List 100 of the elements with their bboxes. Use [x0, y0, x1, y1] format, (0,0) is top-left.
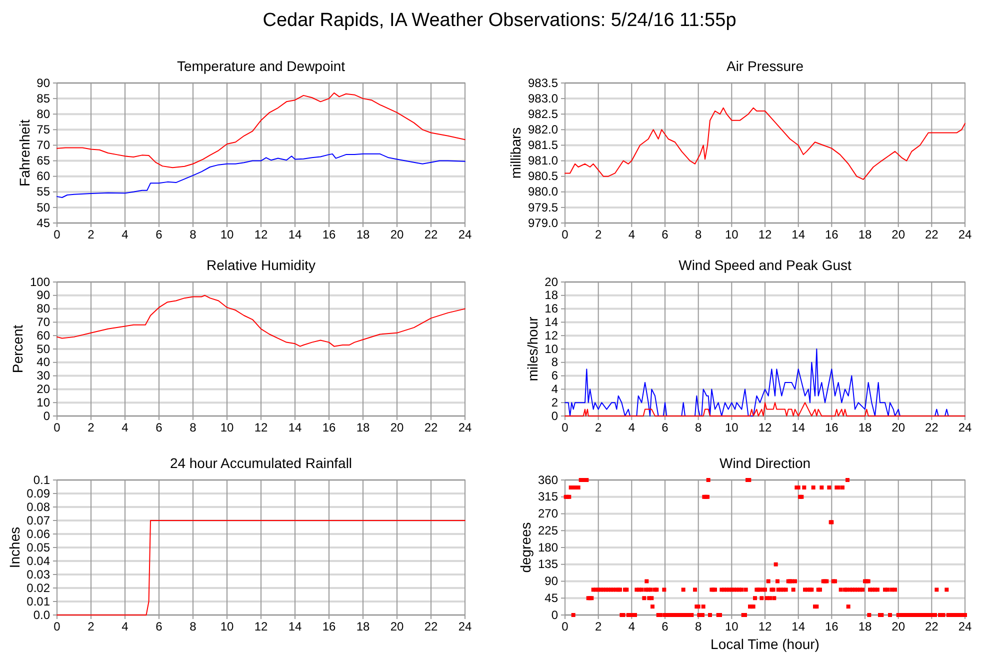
- y-tick-label: 90: [36, 288, 50, 302]
- y-axis-title: miles/hour: [524, 316, 540, 382]
- x-tick-label: 8: [694, 228, 702, 242]
- x-tick-label: 14: [288, 228, 302, 242]
- x-tick-label: 2: [88, 228, 95, 242]
- y-tick-label: 4: [551, 382, 558, 396]
- x-tick-label: 24: [958, 620, 972, 634]
- y-tick-label: 979.0: [528, 216, 558, 230]
- y-tick-label: 30: [36, 368, 50, 383]
- x-tick-label: 0: [54, 228, 61, 242]
- y-tick-label: 982.5: [528, 106, 558, 121]
- x-tick-label: 24: [458, 620, 472, 634]
- y-tick-label: 45: [544, 590, 558, 605]
- y-tick-label: 70: [36, 315, 50, 330]
- x-tick-label: 0: [562, 420, 569, 435]
- x-tick-label: 6: [156, 620, 163, 634]
- x-tick-label: 14: [792, 228, 806, 242]
- y-tick-label: 270: [538, 506, 558, 521]
- x-tick-label: 18: [356, 228, 370, 242]
- y-axis-title: Inches: [6, 526, 22, 568]
- y-tick-label: 10: [544, 342, 558, 356]
- y-tick-label: 0.02: [26, 580, 50, 595]
- y-axis-title: degrees: [518, 522, 534, 573]
- x-tick-label: 14: [792, 420, 806, 435]
- y-tick-label: 135: [538, 557, 558, 572]
- x-tick-label: 20: [892, 228, 906, 242]
- x-tick-label: 0: [562, 228, 569, 242]
- chart-title: Temperature and Dewpoint: [176, 58, 346, 74]
- y-tick-label: 10: [36, 395, 50, 410]
- x-tick-label: 20: [390, 620, 404, 634]
- x-tick-label: 6: [662, 420, 669, 435]
- x-tick-label: 10: [220, 420, 234, 435]
- x-tick-label: 18: [356, 420, 370, 435]
- y-tick-label: 0: [551, 608, 558, 622]
- x-tick-label: 8: [190, 228, 197, 242]
- x-tick-label: 22: [924, 620, 939, 634]
- x-tick-label: 16: [322, 228, 336, 242]
- x-tick-label: 20: [892, 620, 906, 634]
- x-tick-label: 8: [190, 620, 197, 634]
- x-tick-label: 18: [356, 620, 370, 634]
- x-tick-label: 14: [288, 420, 302, 435]
- line-series: [56, 92, 466, 168]
- y-tick-label: 14: [544, 315, 558, 330]
- y-tick-label: 55: [36, 184, 50, 199]
- y-tick-label: 983.0: [528, 91, 558, 106]
- x-tick-label: 0: [54, 620, 61, 634]
- x-tick-label: 16: [824, 228, 839, 242]
- chart-title: Wind Speed and Peak Gust: [678, 257, 852, 273]
- x-tick-label: 22: [924, 420, 939, 435]
- x-tick-label: 24: [958, 420, 972, 435]
- x-tick-label: 6: [156, 420, 163, 435]
- line-series: [56, 153, 466, 198]
- y-tick-label: 981.0: [528, 154, 558, 168]
- x-tick-label: 4: [122, 620, 129, 634]
- x-tick-label: 18: [858, 620, 872, 634]
- x-tick-label: 10: [724, 420, 739, 435]
- x-tick-label: 8: [694, 420, 702, 435]
- y-axis-title: Percent: [10, 324, 26, 374]
- y-tick-label: 979.5: [528, 200, 558, 214]
- y-tick-label: 85: [36, 91, 50, 106]
- x-tick-label: 16: [322, 620, 336, 634]
- x-tick-label: 12: [254, 620, 268, 634]
- y-tick-label: 0.07: [26, 513, 50, 528]
- y-tick-label: 0.06: [26, 526, 50, 541]
- y-tick-label: 2: [551, 395, 558, 410]
- x-tick-label: 20: [390, 228, 404, 242]
- x-tick-label: 2: [594, 620, 602, 634]
- x-tick-label: 22: [424, 420, 438, 435]
- y-tick-label: 0.08: [26, 500, 50, 514]
- y-tick-label: 980.0: [528, 184, 558, 199]
- x-tick-label: 22: [424, 228, 438, 242]
- x-tick-label: 10: [220, 620, 234, 634]
- x-tick-label: 2: [594, 420, 602, 435]
- text: Cedar Rapids, IA Weather Observations: 5/24/16 11:55p: [262, 10, 736, 31]
- x-tick-label: 6: [662, 228, 669, 242]
- y-tick-label: 180: [538, 540, 558, 554]
- y-tick-label: 12: [544, 328, 558, 342]
- x-tick-label: 14: [792, 620, 806, 634]
- y-tick-label: 0.1: [33, 472, 50, 487]
- y-tick-label: 360: [538, 472, 558, 487]
- y-tick-label: 20: [36, 382, 50, 396]
- y-tick-label: 0.09: [26, 486, 50, 500]
- y-tick-label: 90: [544, 574, 558, 588]
- y-tick-label: 20: [544, 274, 558, 289]
- x-tick-label: 22: [424, 620, 438, 634]
- y-tick-label: 60: [36, 169, 50, 184]
- y-tick-label: 0.04: [26, 554, 50, 568]
- y-tick-label: 18: [544, 288, 558, 302]
- x-tick-label: 4: [122, 420, 129, 435]
- chart-title: Wind Direction: [719, 455, 811, 471]
- x-tick-label: 2: [88, 620, 95, 634]
- x-tick-label: 6: [156, 228, 163, 242]
- y-tick-label: 0.01: [26, 594, 50, 608]
- x-tick-label: 20: [390, 420, 404, 435]
- x-tick-label: 4: [122, 228, 129, 242]
- y-tick-label: 0.03: [26, 567, 50, 582]
- y-tick-label: 16: [544, 302, 558, 316]
- x-tick-label: 10: [724, 228, 739, 242]
- y-tick-label: 70: [36, 138, 50, 152]
- y-tick-label: 100: [30, 274, 50, 289]
